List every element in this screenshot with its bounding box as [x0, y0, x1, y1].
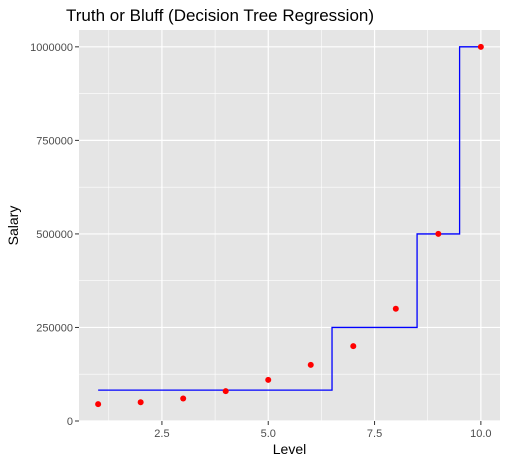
- prediction-step-line: [98, 46, 481, 391]
- x-tick-labels: 2.5 5.0 7.5 10.0: [154, 428, 491, 440]
- data-point: [350, 343, 357, 350]
- plot-panel: [79, 30, 500, 421]
- step-line-path: [98, 46, 481, 391]
- minor-gridlines: [79, 30, 500, 421]
- x-tick-label: 10.0: [470, 428, 491, 440]
- data-points: [95, 43, 484, 408]
- y-tick-label: 1000000: [30, 42, 73, 54]
- data-point: [307, 361, 314, 368]
- y-axis-title: Salary: [5, 206, 21, 246]
- data-point: [180, 395, 187, 402]
- y-tick-label: 0: [67, 416, 73, 428]
- major-gridlines: [79, 30, 500, 422]
- x-tick-label: 7.5: [367, 428, 382, 440]
- axis-ticks: [75, 46, 482, 425]
- x-axis-title: Level: [273, 441, 306, 457]
- y-tick-label: 750000: [36, 135, 73, 147]
- x-tick-label: 5.0: [261, 428, 276, 440]
- data-point: [265, 376, 272, 383]
- data-point: [392, 305, 399, 312]
- y-tick-labels: 0 250000 500000 750000 1000000: [30, 42, 73, 428]
- x-tick-label: 2.5: [154, 428, 169, 440]
- data-point: [137, 399, 144, 406]
- data-point: [435, 230, 442, 237]
- y-tick-label: 500000: [36, 229, 73, 241]
- data-point: [95, 401, 102, 408]
- y-tick-label: 250000: [36, 322, 73, 334]
- chart-title: Truth or Bluff (Decision Tree Regression…: [66, 6, 374, 25]
- data-point: [222, 388, 229, 395]
- data-point: [477, 43, 484, 50]
